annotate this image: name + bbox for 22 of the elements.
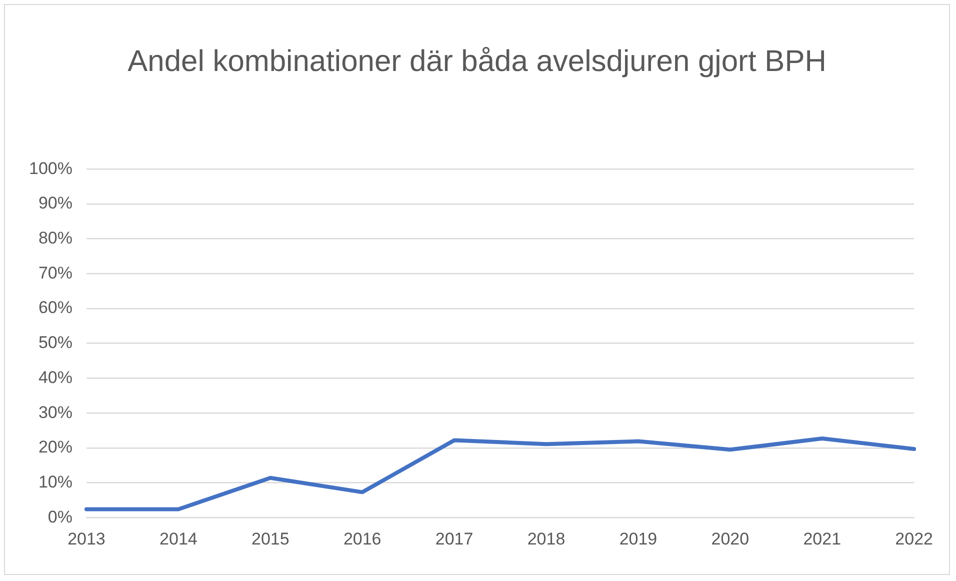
y-tick-label: 0% [48, 507, 72, 526]
y-tick-label: 10% [38, 472, 72, 492]
x-tick-label: 2020 [711, 529, 750, 548]
y-tick-label: 30% [38, 402, 72, 422]
y-tick-label: 60% [38, 298, 72, 318]
x-tick-label: 2015 [251, 529, 290, 548]
y-tick-label: 80% [38, 228, 72, 248]
chart-title: Andel kombinationer där båda avelsdjuren gjort BPH [126, 44, 828, 80]
x-tick-label: 2018 [527, 529, 566, 548]
x-tick-label: 2013 [68, 529, 106, 548]
x-tick-label: 2021 [803, 529, 842, 548]
x-tick-label: 2017 [435, 529, 474, 548]
y-tick-label: 40% [38, 368, 72, 387]
x-tick-label: 2019 [619, 529, 658, 548]
y-tick-label: 90% [38, 194, 72, 213]
y-tick-label: 100% [28, 158, 72, 178]
y-tick-label: 50% [38, 333, 72, 352]
x-tick-label: 2014 [160, 529, 198, 548]
y-tick-label: 70% [38, 263, 72, 282]
y-tick-label: 20% [38, 438, 72, 457]
x-tick-label: 2016 [343, 529, 382, 548]
x-tick-label: 2022 [895, 529, 934, 548]
